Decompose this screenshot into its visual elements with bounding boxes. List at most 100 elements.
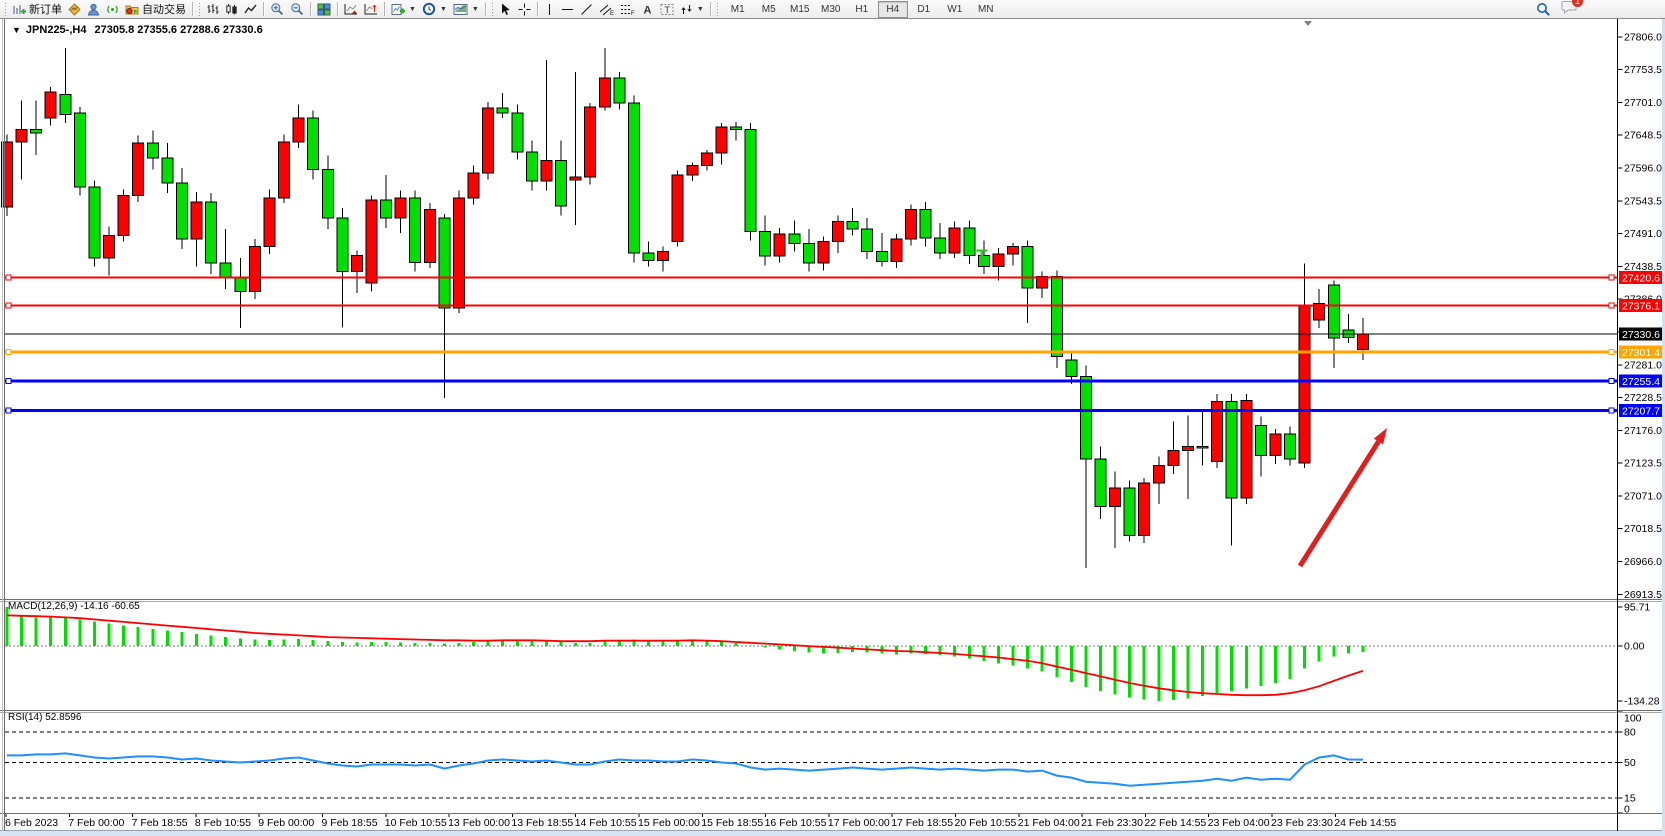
hline-handle <box>5 349 12 356</box>
crosshair-button[interactable] <box>515 1 534 18</box>
candle-body <box>904 208 917 240</box>
candle-body <box>1007 246 1020 255</box>
candle-body <box>686 165 699 176</box>
candle-body <box>30 128 43 134</box>
price-tick-label: 27701.0 <box>1624 97 1662 109</box>
timeframe-button-H1[interactable]: H1 <box>855 3 869 15</box>
toolbar-separator <box>263 2 264 16</box>
candle-body <box>977 254 990 268</box>
candle-body <box>715 126 728 154</box>
date-label: 21 Feb 23:30 <box>1081 817 1143 829</box>
date-label: 9 Feb 18:55 <box>322 817 378 829</box>
date-label: 23 Feb 04:00 <box>1208 817 1270 829</box>
hline-price-label: 27420.6 <box>1622 273 1660 285</box>
zoom-out-button[interactable] <box>287 1 307 18</box>
hline-handle <box>1608 377 1615 384</box>
chat-button[interactable]: 1 <box>1561 0 1583 19</box>
fibonacci-icon: F <box>620 4 635 16</box>
toolbar-grip[interactable] <box>198 2 201 16</box>
rsi-tick-label: 15 <box>1624 792 1636 804</box>
new-order-button[interactable]: 新订单 <box>9 1 65 18</box>
auto-scroll-button[interactable] <box>341 1 361 18</box>
timeframe-button-MN[interactable]: MN <box>977 3 994 15</box>
window-edge-bottom <box>0 831 1665 836</box>
current-price-box <box>1619 327 1664 341</box>
timeframe-button-M1[interactable]: M1 <box>730 3 745 15</box>
chart-shift-icon <box>364 3 377 14</box>
equidistant-channel-icon: E <box>599 4 614 16</box>
market-watch-button[interactable] <box>65 1 84 18</box>
trendline-button[interactable] <box>577 1 596 18</box>
zoom-in-button[interactable] <box>267 1 287 18</box>
arrows-button[interactable]: ▼ <box>677 1 707 18</box>
toolbar-grip[interactable] <box>4 2 7 16</box>
text-label-button[interactable]: T <box>657 1 677 18</box>
date-label: 16 Feb 10:55 <box>765 817 827 829</box>
candle-body <box>613 77 626 104</box>
date-label: 17 Feb 18:55 <box>891 817 953 829</box>
period-button[interactable]: ▼ <box>419 1 450 18</box>
equidistant-channel-button[interactable]: E <box>596 1 617 18</box>
date-label: 24 Feb 14:55 <box>1334 817 1396 829</box>
hline-handle <box>5 302 12 309</box>
text-button[interactable]: A <box>638 1 657 18</box>
price-tick-label: 26966.0 <box>1624 556 1662 568</box>
svg-text:A: A <box>643 4 651 16</box>
hline-price-label: 27376.1 <box>1622 300 1660 312</box>
toolbar-grip[interactable] <box>715 2 719 16</box>
candle-body <box>409 197 422 263</box>
vertical-line-button[interactable] <box>541 1 558 18</box>
chart-title: ▼ JPN225-,H4 27305.8 27355.6 27288.6 27330… <box>12 24 263 36</box>
toolbar-separator <box>192 2 193 16</box>
candle-body <box>234 277 247 293</box>
candle-body <box>1196 446 1209 449</box>
chart-shift-button[interactable] <box>361 1 381 18</box>
new-order-label: 新订单 <box>29 4 62 16</box>
date-label: 17 Feb 00:00 <box>828 817 890 829</box>
timeframe-button-M30[interactable]: M30 <box>821 3 841 15</box>
fibonacci-button[interactable]: F <box>617 1 638 18</box>
candle-body <box>1298 304 1311 464</box>
candle-body <box>1094 458 1107 508</box>
date-label: 7 Feb 00:00 <box>68 817 124 829</box>
zoom-in-icon <box>271 3 284 16</box>
tile-windows-button[interactable] <box>314 1 334 18</box>
terminal-button[interactable] <box>103 1 122 18</box>
auto-trading-button[interactable]: 自动交易 <box>122 1 189 18</box>
timeframe-button-D1[interactable]: D1 <box>917 3 931 15</box>
candle-body <box>861 228 874 253</box>
timeframe-button-W1[interactable]: W1 <box>947 3 963 15</box>
new-chart-button[interactable]: ▼ <box>388 1 419 18</box>
candle-body <box>1167 449 1180 466</box>
cursor-icon <box>501 3 510 15</box>
candle-body <box>467 172 480 199</box>
candle-body <box>1284 433 1297 460</box>
horizontal-line-button[interactable] <box>558 1 577 18</box>
toolbar-grip[interactable] <box>490 2 494 16</box>
hline-handle <box>5 377 12 384</box>
notification-badge: 1 <box>1572 0 1583 7</box>
text-icon: A <box>643 4 651 16</box>
candle-body <box>336 217 349 273</box>
ohlc-values: 27305.8 27355.6 27288.6 27330.6 <box>94 24 263 36</box>
template-button[interactable]: ▼ <box>450 1 482 18</box>
candle-body <box>117 195 130 236</box>
toolbar: 新订单 自动交易 <box>0 0 1665 19</box>
candlestick-chart-button[interactable] <box>222 1 241 18</box>
price-tick-label: 26913.5 <box>1624 589 1662 601</box>
candle-body <box>1 141 13 208</box>
candle-body <box>423 208 436 263</box>
line-chart-button[interactable] <box>241 1 260 18</box>
bar-chart-button[interactable] <box>203 1 222 18</box>
search-icon[interactable] <box>1536 2 1551 17</box>
navigator-button[interactable] <box>84 1 103 18</box>
cursor-button[interactable] <box>496 1 515 18</box>
toolbar-separator <box>484 2 486 16</box>
timeframe-button-M15[interactable]: M15 <box>790 3 810 15</box>
one-click-dropdown-icon[interactable]: ▼ <box>12 25 21 35</box>
timeframe-button-H4[interactable]: H4 <box>877 0 908 18</box>
timeframe-button-M5[interactable]: M5 <box>761 3 776 15</box>
svg-text:E: E <box>610 11 614 16</box>
